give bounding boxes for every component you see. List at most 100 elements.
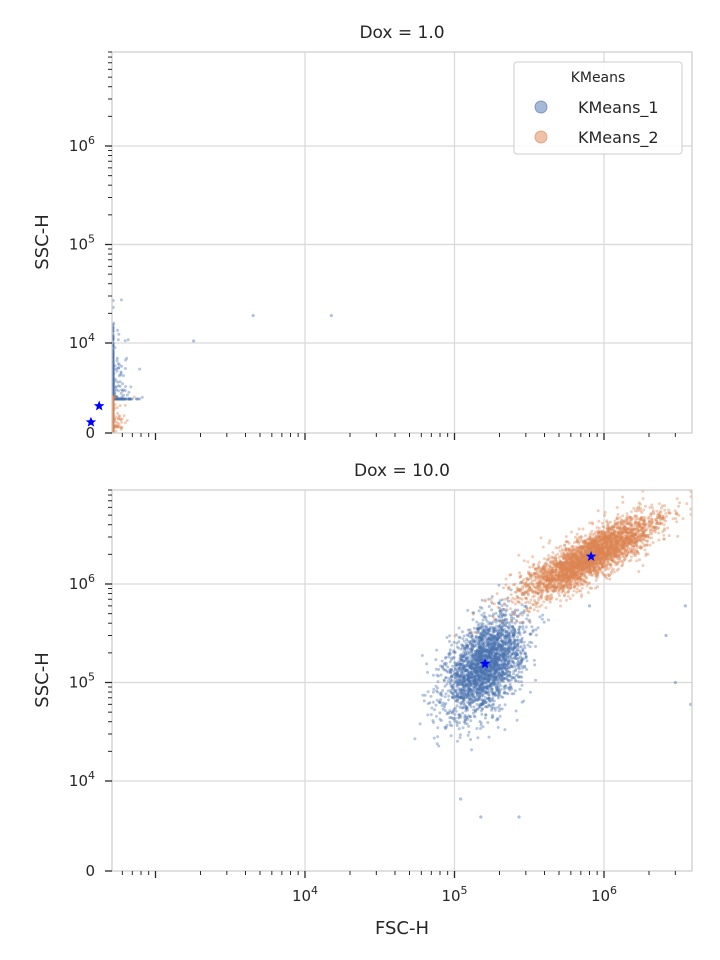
scatter-point [467, 724, 471, 728]
scatter-point [498, 714, 502, 718]
scatter-point [504, 646, 508, 650]
scatter-point [455, 704, 459, 708]
scatter-point [113, 397, 117, 401]
scatter-point [453, 713, 457, 716]
scatter-point [111, 397, 115, 401]
scatter-point [533, 663, 537, 667]
scatter-point [432, 687, 436, 691]
scatter-point [516, 635, 519, 639]
scatter-point [117, 397, 121, 401]
scatter-point [116, 397, 120, 401]
scatter-point [116, 397, 119, 401]
scatter-point [448, 648, 452, 652]
scatter-point [112, 397, 116, 401]
legend-label-kmeans-2: KMeans_2 [578, 128, 659, 148]
scatter-point [124, 397, 128, 401]
scatter-point [114, 395, 118, 399]
scatter-point [453, 716, 457, 720]
scatter-point [112, 397, 116, 401]
scatter-point [446, 670, 450, 674]
legend-label-kmeans-1: KMeans_1 [578, 98, 659, 118]
scatter-point [116, 397, 120, 401]
scatter-point [443, 725, 447, 729]
scatter-point [473, 715, 477, 719]
scatter-point [453, 666, 457, 670]
scatter-point [432, 736, 436, 740]
scatter-point [481, 725, 485, 729]
scatter-point [475, 620, 479, 624]
scatter-point [501, 695, 505, 699]
scatter-point [496, 725, 500, 729]
scatter-point [457, 713, 461, 717]
scatter-point [475, 702, 479, 706]
scatter-point [504, 613, 508, 617]
scatter-point [495, 648, 499, 652]
scatter-point [508, 682, 512, 686]
scatter-point [513, 689, 517, 693]
scatter-point [114, 395, 118, 399]
scatter-point [121, 397, 125, 401]
scatter-point [124, 397, 128, 401]
scatter-point [114, 397, 118, 401]
scatter-point [434, 658, 438, 662]
scatter-point [116, 384, 120, 388]
scatter-point [438, 717, 442, 721]
scatter-point [123, 339, 127, 343]
scatter-point [118, 397, 122, 401]
scatter-points [413, 489, 693, 819]
scatter-point [528, 690, 532, 694]
y-tick-label: 106 [69, 134, 95, 155]
scatter-point [456, 677, 460, 681]
scatter-point [496, 693, 500, 697]
scatter-point [118, 397, 122, 401]
scatter-point [130, 397, 134, 401]
scatter-point [123, 389, 127, 393]
scatter-point [117, 397, 121, 401]
y-tick-label: 104 [69, 331, 95, 352]
legend-title: KMeans [571, 70, 626, 86]
scatter-point [498, 602, 502, 606]
scatter-point [118, 397, 122, 401]
scatter-point [491, 713, 494, 717]
scatter-point [120, 397, 124, 401]
scatter-point [115, 359, 119, 363]
scatter-point [123, 367, 127, 370]
scatter-point [484, 635, 487, 639]
scatter-point [117, 397, 121, 401]
scatter-point [497, 583, 501, 587]
y-tick-label: 105 [69, 233, 95, 254]
centroid-star [93, 400, 105, 411]
scatter-point [116, 380, 120, 384]
scatter-point [116, 328, 120, 332]
scatter-point [114, 397, 118, 401]
scatter-point [477, 609, 481, 613]
scatter-point [116, 397, 120, 401]
scatter-point [534, 645, 538, 648]
scatter-point [480, 707, 484, 711]
scatter-point [113, 397, 117, 401]
scatter-point [497, 614, 501, 618]
scatter-point [431, 690, 435, 694]
scatter-point [469, 683, 473, 687]
scatter-point [457, 716, 461, 720]
scatter-point [488, 614, 492, 618]
scatter-point [520, 683, 524, 687]
scatter-point [129, 385, 133, 389]
scatter-point [116, 362, 120, 366]
scatter-point [469, 719, 473, 723]
scatter-point [122, 397, 125, 401]
scatter-point [479, 727, 482, 730]
scatter-point [453, 706, 457, 710]
scatter-point [482, 611, 486, 615]
scatter-point [117, 366, 121, 370]
scatter-point [112, 383, 116, 387]
outlier-point [251, 313, 255, 318]
scatter-point [520, 638, 524, 642]
scatter-point [413, 737, 417, 741]
scatter-point [450, 724, 454, 728]
scatter-point [506, 625, 510, 629]
scatter-point [115, 367, 119, 371]
scatter-point [499, 611, 502, 615]
